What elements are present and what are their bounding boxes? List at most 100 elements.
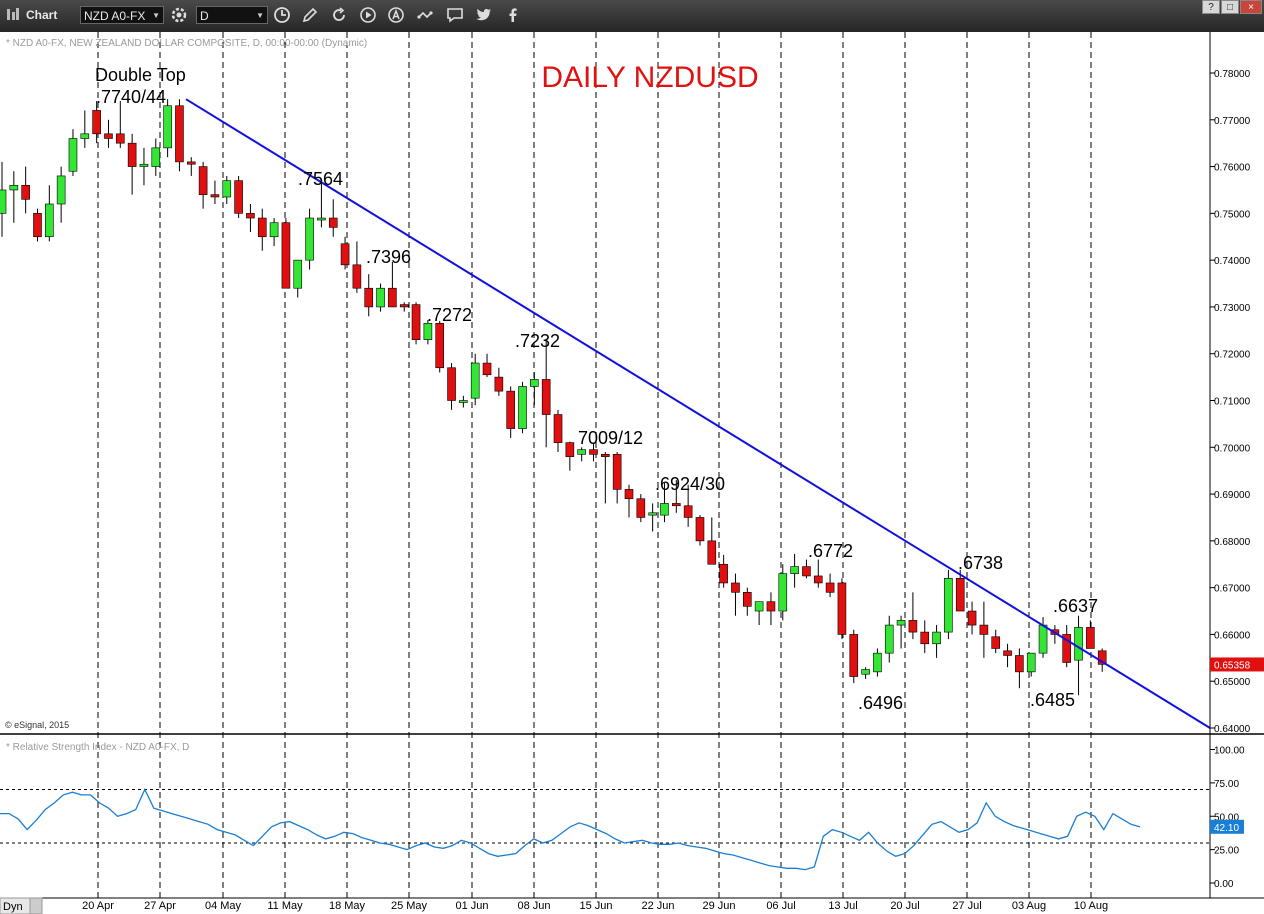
x-tick-label: 20 Apr [82, 900, 114, 912]
rsi-y-tick-label: 75.00 [1214, 779, 1239, 790]
x-tick-label: 03 Aug [1012, 900, 1046, 912]
maximize-button[interactable]: □ [1221, 0, 1239, 14]
candle-up [518, 386, 527, 429]
gear-icon[interactable] [170, 6, 188, 24]
candle-down [589, 449, 598, 455]
candle-down [104, 133, 113, 139]
candle-down [601, 454, 610, 457]
candle-up [778, 573, 788, 612]
close-button[interactable]: × [1240, 0, 1262, 14]
candle-up [305, 217, 314, 261]
chart-area[interactable]: 20 Apr 27 Apr 04 May 11 May 18 May 25 May 01 J… [0, 32, 1264, 914]
y-tick-label: 0.71000 [1214, 397, 1251, 408]
interval-input[interactable]: D ▼ [196, 6, 268, 24]
x-tick-label: 04 May [205, 900, 242, 912]
y-tick-label: 0.78000 [1214, 69, 1251, 80]
chart-overlay [185, 98, 1211, 729]
text-annotation-icon[interactable] [387, 6, 405, 24]
candle-down [506, 390, 515, 429]
candle-down [553, 414, 563, 443]
candle-up [56, 175, 66, 205]
candle-down [731, 582, 740, 593]
candle-down [33, 213, 42, 238]
candle-down [234, 180, 243, 214]
last-price-badge [1210, 657, 1264, 672]
candle-up [68, 138, 78, 172]
play-icon[interactable] [359, 6, 377, 24]
candle-up [423, 323, 433, 340]
candle-down [257, 217, 267, 238]
y-tick-label: 0.75000 [1214, 209, 1251, 220]
price-annotation: .6496 [858, 693, 903, 713]
candle-up [139, 163, 149, 167]
rsi-panel-header: * Relative Strength Index - NZD A0-FX, D [6, 742, 189, 753]
candle-up [45, 203, 54, 238]
last-price-label: 0.65358 [1214, 660, 1251, 671]
price-annotation: .6924/30 [655, 474, 725, 494]
scroll-left-icon [29, 897, 43, 914]
rsi-level-lines [0, 789, 1210, 844]
symbol-input[interactable]: NZD A0-FX ▼ [80, 6, 164, 24]
chart-texts: Double Top.7740/44 .7564 .7396 .7272 .7232 70… [5, 38, 1098, 753]
price-annotation: .6485 [1030, 690, 1075, 710]
candle-down [802, 566, 811, 577]
candle-down [719, 563, 728, 584]
x-tick-label: 13 Jul [828, 900, 857, 912]
candle-up [648, 512, 657, 516]
rsi-y-tick-label: 100.00 [1214, 746, 1245, 757]
candle-down [435, 323, 445, 369]
candle-down [1003, 650, 1012, 656]
candle-down [1097, 650, 1107, 665]
pencil-icon[interactable] [301, 6, 319, 24]
axes: 20 Apr 27 Apr 04 May 11 May 18 May 25 May 01 J… [0, 32, 1264, 914]
candle-up [754, 601, 764, 612]
rsi-y-tick-label: 25.00 [1214, 846, 1239, 857]
candle-down [21, 184, 30, 200]
candle-down [813, 575, 823, 584]
symbol-value: NZD A0-FX [84, 9, 146, 23]
price-annotation: .7740/44 [96, 87, 166, 107]
candle-down [624, 489, 634, 500]
candle-down [955, 577, 965, 612]
clock-icon[interactable] [273, 6, 291, 24]
refresh-icon[interactable] [330, 6, 348, 24]
candle-up [861, 669, 870, 675]
help-button[interactable]: ? [1202, 0, 1220, 14]
comment-icon[interactable] [446, 6, 464, 24]
facebook-icon[interactable] [504, 6, 522, 24]
candle-down [482, 362, 492, 376]
candle-up [1026, 652, 1036, 673]
y-tick-label: 0.70000 [1214, 443, 1251, 454]
candle-up [577, 449, 586, 455]
candle-up [163, 105, 172, 149]
rsi-y-tick-label: 50.00 [1214, 812, 1239, 823]
price-annotation: .6637 [1053, 596, 1098, 616]
x-tick-label: 22 Jun [641, 900, 674, 912]
y-tick-label: 0.68000 [1214, 537, 1251, 548]
candle-up [873, 652, 882, 673]
link-icon[interactable] [416, 6, 434, 24]
candle-down [920, 631, 930, 645]
x-tick-label: 27 Apr [144, 900, 176, 912]
x-tick-label: 08 Jun [517, 900, 550, 912]
candle-up [459, 400, 468, 403]
x-tick-label: 18 May [329, 900, 366, 912]
candle-down [92, 110, 101, 135]
y-tick-label: 0.65000 [1214, 677, 1251, 688]
candle-down [388, 287, 397, 308]
candle-down [364, 287, 374, 308]
candle-up [790, 566, 799, 574]
candle-down [849, 634, 859, 677]
candle-down [1062, 634, 1071, 663]
candle-down [411, 304, 421, 340]
candle-down [967, 610, 977, 626]
twitter-icon[interactable] [475, 6, 493, 24]
candle-down [198, 166, 208, 195]
candle-down [175, 105, 184, 163]
candle-down [340, 243, 350, 266]
y-tick-label: 0.69000 [1214, 490, 1251, 501]
price-annotation: .6738 [958, 553, 1003, 573]
candle-up [222, 180, 232, 198]
chart-title: DAILY NZDUSD [541, 61, 758, 94]
candle-down [281, 222, 291, 289]
